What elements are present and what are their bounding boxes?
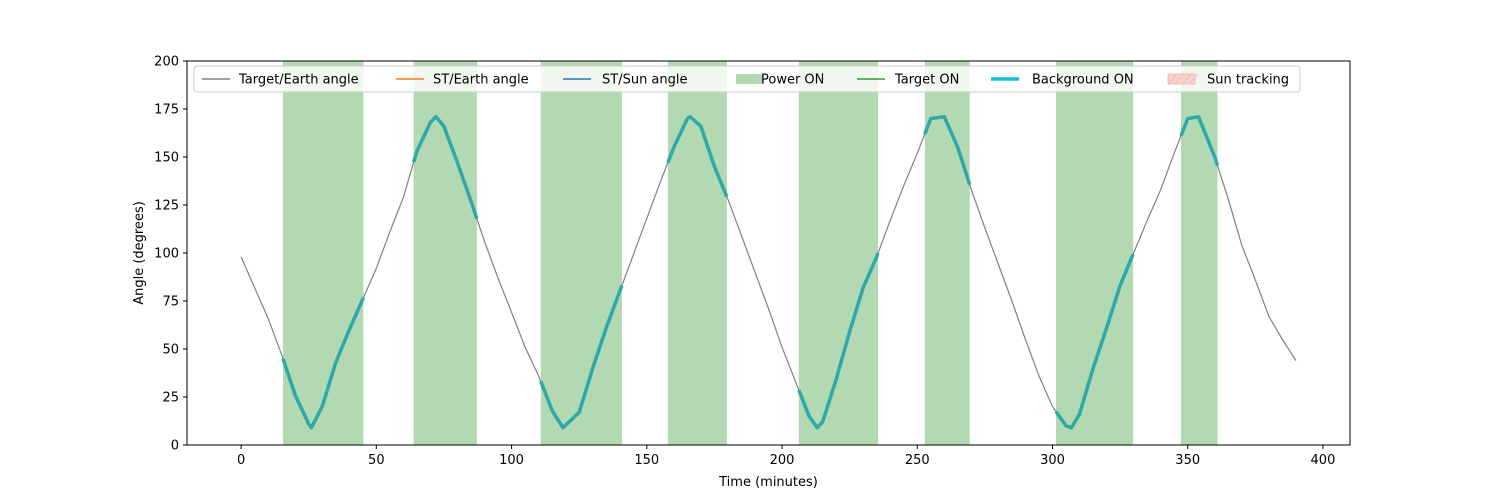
x-tick-label: 150 (634, 453, 659, 468)
y-axis-ticks: 0 25 50 75 100 125 150 175 200 (154, 55, 187, 454)
legend-label: Target ON (894, 73, 959, 88)
legend-item-1: ST/Earth angle (396, 73, 529, 88)
legend-item-5: Background ON (991, 73, 1134, 88)
y-axis-label: Angle (degrees) (132, 201, 147, 305)
y-tick-label: 125 (154, 199, 179, 214)
x-axis-ticks: 0 50 100 150 200 250 300 350 400 (237, 445, 1335, 468)
legend-label: ST/Earth angle (433, 73, 529, 88)
background-on-segment-1 (411, 114, 479, 220)
y-tick-label: 50 (162, 343, 179, 358)
legend-item-0: Target/Earth angle (202, 73, 359, 88)
power-on-band-6 (1056, 61, 1134, 445)
legend-label: Power ON (761, 73, 824, 88)
power-on-band-0 (283, 61, 364, 445)
background-on-segment-6 (1054, 253, 1135, 430)
y-tick-label: 100 (154, 247, 179, 262)
power-on-band-2 (540, 61, 622, 445)
target-earth-angle-line (240, 115, 1297, 429)
legend-handle (736, 74, 763, 84)
x-tick-label: 200 (770, 453, 795, 468)
legend-label: ST/Sun angle (602, 73, 688, 88)
legend-hatch-stroke (1167, 73, 1178, 85)
y-tick-label: 25 (162, 391, 179, 406)
background-on-segment-0 (281, 297, 365, 430)
x-tick-label: 0 (237, 453, 245, 468)
legend-item-2: ST/Sun angle (563, 73, 688, 88)
background-on-segment-5 (923, 114, 972, 186)
legend-label: Background ON (1032, 73, 1134, 88)
y-tick-label: 150 (154, 151, 179, 166)
legend-hatch-stroke (1174, 73, 1185, 85)
curves (240, 114, 1297, 430)
legend-item-3: Power ON (736, 73, 824, 88)
legend-item-4: Target ON (857, 73, 959, 88)
x-axis-label: Time (minutes) (718, 475, 818, 490)
x-tick-label: 400 (1311, 453, 1336, 468)
legend-label: Target/Earth angle (238, 73, 359, 88)
power-on-bands (283, 61, 1218, 445)
x-tick-label: 250 (905, 453, 930, 468)
legend-handle (1167, 73, 1196, 85)
x-tick-label: 50 (368, 453, 385, 468)
power-on-band-1 (413, 61, 477, 445)
background-on-segment-7 (1179, 114, 1220, 166)
y-tick-label: 75 (162, 295, 179, 310)
legend-label: Sun tracking (1207, 73, 1289, 88)
background-on-segment-4 (797, 252, 880, 430)
y-tick-label: 175 (154, 103, 179, 118)
background-on-segment-2 (539, 284, 624, 430)
legend-hatch-stroke (1181, 73, 1192, 85)
x-tick-label: 100 (499, 453, 524, 468)
legend-item-6: Sun tracking (1167, 73, 1289, 88)
background-on-segment-3 (666, 114, 729, 198)
y-tick-label: 200 (154, 55, 179, 70)
y-tick-label: 0 (171, 439, 179, 454)
x-tick-label: 350 (1175, 453, 1200, 468)
power-on-band-4 (798, 61, 879, 445)
legend: Target/Earth angle ST/Earth angle ST/Sun a… (193, 65, 1301, 93)
legend-hatch-stroke (1188, 73, 1199, 85)
power-on-band-3 (667, 61, 727, 445)
x-tick-label: 300 (1040, 453, 1065, 468)
